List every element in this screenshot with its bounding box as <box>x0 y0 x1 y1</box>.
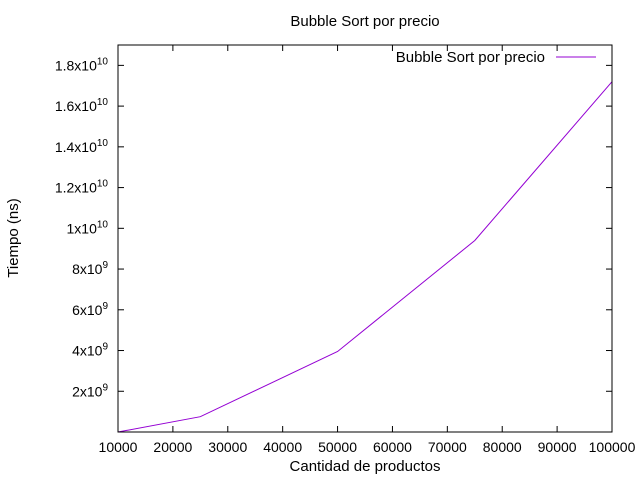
series-line <box>117 81 613 433</box>
y-tick-label: 2x109 <box>72 382 108 399</box>
y-tick-label: 1x1010 <box>67 219 109 236</box>
y-tick-label: 1.2x1010 <box>55 179 109 196</box>
x-tick-label: 60000 <box>373 439 412 455</box>
y-tick-exponent: 9 <box>102 301 108 312</box>
x-axis-title: Cantidad de productos <box>290 458 441 475</box>
y-tick-mantissa: 2x10 <box>72 383 103 399</box>
x-tick-label: 80000 <box>483 439 522 455</box>
y-axis-title: Tiempo (ns) <box>5 198 22 277</box>
y-tick-exponent: 10 <box>97 219 109 230</box>
y-tick-mantissa: 1.4x10 <box>55 139 97 155</box>
y-tick-exponent: 10 <box>97 138 109 149</box>
x-tick-label: 90000 <box>538 439 577 455</box>
y-tick-label: 1.8x1010 <box>55 56 109 73</box>
legend-label: Bubble Sort por precio <box>396 49 545 66</box>
y-tick-label: 8x109 <box>72 260 108 277</box>
y-tick-mantissa: 1.6x10 <box>55 98 97 114</box>
y-tick-exponent: 10 <box>97 97 109 108</box>
x-tick-label: 70000 <box>428 439 467 455</box>
y-tick-exponent: 9 <box>102 342 108 353</box>
y-tick-label: 6x109 <box>72 301 108 318</box>
y-tick-mantissa: 1.2x10 <box>55 180 97 196</box>
legend: Bubble Sort por precio <box>396 49 596 66</box>
y-tick-exponent: 10 <box>97 56 109 67</box>
x-tick-label: 30000 <box>208 439 247 455</box>
x-tick-label: 10000 <box>99 439 138 455</box>
y-tick-mantissa: 6x10 <box>72 302 103 318</box>
y-tick-label: 1.6x1010 <box>55 97 109 114</box>
y-tick-mantissa: 8x10 <box>72 261 103 277</box>
x-tick-label: 100000 <box>589 439 636 455</box>
series-layer <box>117 81 613 433</box>
y-tick-exponent: 9 <box>102 260 108 271</box>
x-tick-label: 50000 <box>318 439 357 455</box>
x-tick-label: 40000 <box>263 439 302 455</box>
y-tick-mantissa: 1.8x10 <box>55 57 97 73</box>
y-tick-label: 1.4x1010 <box>55 138 109 155</box>
plot-frame <box>117 44 613 433</box>
chart-title: Bubble Sort por precio <box>290 13 439 30</box>
x-ticks: 10000 20000 30000 40000 50000 60000 70000 80000… <box>99 45 636 455</box>
y-tick-mantissa: 4x10 <box>72 343 103 359</box>
x-tick-label: 20000 <box>153 439 192 455</box>
y-tick-exponent: 10 <box>97 179 109 190</box>
y-tick-exponent: 9 <box>102 382 108 393</box>
y-tick-mantissa: 1x10 <box>67 220 98 236</box>
y-tick-label: 4x109 <box>72 342 108 359</box>
y-ticks: 2x1094x1096x1098x1091x10101.2x10101.4x10… <box>55 56 612 399</box>
